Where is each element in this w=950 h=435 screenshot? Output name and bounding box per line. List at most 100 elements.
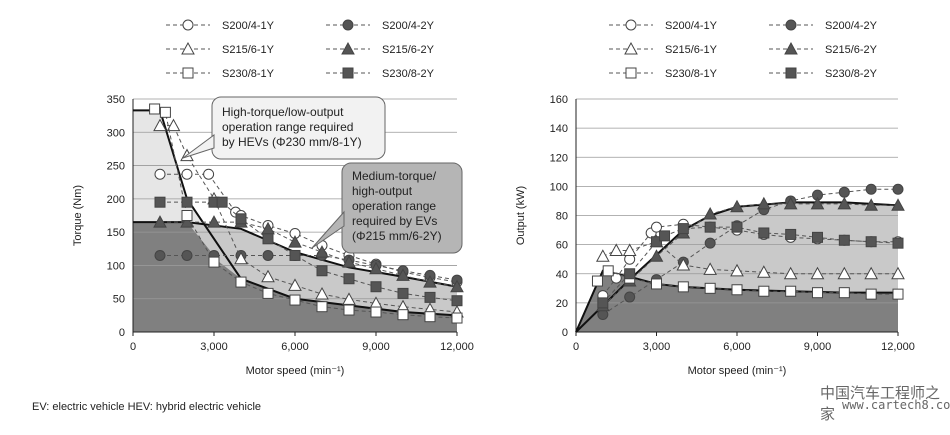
y-tick-label: 80 — [556, 211, 568, 223]
data-point — [703, 206, 718, 220]
series-line — [160, 221, 458, 288]
overlap-area — [133, 222, 457, 332]
data-point — [451, 295, 463, 307]
ev-range-boundary — [575, 201, 899, 333]
legend-marker — [785, 67, 797, 79]
series-S230-8-2Y — [597, 221, 904, 309]
data-point — [677, 281, 689, 293]
data-point — [891, 198, 905, 211]
legend-label: S200/4-1Y — [222, 20, 275, 32]
legend-marker — [342, 67, 354, 79]
data-point — [343, 304, 355, 316]
x-axis-label: Motor speed (min⁻¹) — [246, 365, 345, 377]
legend-label: S215/6-1Y — [222, 44, 275, 56]
legend-marker — [625, 19, 637, 31]
x-tick-label: 9,000 — [804, 341, 832, 353]
annotation-line: High-torque/low-output — [222, 105, 344, 119]
data-point — [234, 251, 248, 265]
x-tick-label: 0 — [130, 341, 136, 353]
data-point — [651, 236, 662, 248]
x-tick-label: 3,000 — [200, 341, 228, 353]
data-point — [676, 257, 691, 271]
legend: S200/4-1Y S200/4-2Y S215/6-1Y S215/6-2Y S230… — [609, 19, 878, 80]
legend-label: S230/8-1Y — [222, 68, 275, 80]
data-point — [756, 265, 771, 278]
x-tick-label: 6,000 — [723, 341, 751, 353]
data-point — [865, 183, 877, 195]
data-point — [677, 223, 689, 235]
data-point — [810, 266, 825, 280]
data-point — [812, 231, 823, 243]
y-axis-label: Torque (Nm) — [72, 185, 84, 246]
data-point — [288, 278, 302, 291]
annotation-hev: High-torque/low-output operation range re… — [182, 96, 386, 160]
data-point — [342, 292, 356, 305]
data-point — [651, 221, 662, 233]
data-point — [262, 287, 274, 299]
data-point — [651, 278, 662, 290]
data-point — [602, 265, 614, 277]
data-point — [154, 196, 166, 208]
data-point — [316, 301, 328, 313]
x-tick-label: 3,000 — [643, 341, 671, 353]
legend-label: S230/8-1Y — [665, 68, 718, 80]
annotation-box — [341, 162, 463, 254]
series-S230-8-1Y — [149, 103, 463, 324]
data-point — [370, 281, 382, 293]
data-point — [154, 249, 166, 261]
annotation-line: Medium-torque/ — [352, 169, 437, 183]
data-point — [624, 291, 636, 303]
data-point — [216, 196, 228, 208]
legend-label: S230/8-2Y — [382, 68, 435, 80]
data-point — [370, 306, 382, 318]
data-point — [316, 265, 328, 277]
data-point — [262, 233, 274, 245]
y-tick-label: 40 — [556, 269, 568, 281]
data-point — [891, 266, 905, 280]
y-tick-label: 0 — [562, 327, 568, 339]
data-point — [288, 235, 302, 248]
data-point — [262, 249, 274, 261]
watermark-url: www.cartech8.com — [842, 398, 950, 412]
data-point — [812, 287, 823, 299]
annotation-box — [211, 96, 386, 160]
data-point — [892, 237, 904, 249]
data-point — [396, 268, 410, 281]
x-tick-label: 12,000 — [881, 341, 915, 353]
y-tick-label: 250 — [107, 161, 125, 173]
data-point — [624, 268, 636, 280]
legend-label: S200/4-1Y — [665, 20, 718, 32]
series-S230-8-2Y — [154, 196, 463, 307]
legend-marker — [342, 19, 354, 31]
legend-label: S230/8-2Y — [825, 68, 878, 80]
y-tick-label: 50 — [113, 294, 125, 306]
annotation-line: by HEVs (Φ230 mm/8-1Y) — [222, 135, 362, 149]
annotation-text: High-torque/low-output operation range re… — [222, 105, 362, 149]
data-point — [315, 287, 329, 300]
data-point — [153, 118, 167, 132]
legend-label: S200/4-2Y — [382, 20, 435, 32]
y-tick-label: 200 — [107, 194, 125, 206]
legend-marker — [625, 67, 637, 79]
data-point — [289, 294, 301, 306]
y-tick-label: 300 — [107, 127, 125, 139]
data-point — [154, 168, 166, 180]
data-point — [315, 245, 329, 258]
legend-marker — [785, 19, 797, 31]
legend-marker — [341, 41, 355, 55]
y-tick-label: 20 — [556, 298, 568, 310]
data-point — [837, 196, 852, 210]
x-tick-label: 9,000 — [362, 341, 390, 353]
series-S215-6-2Y — [153, 215, 464, 293]
y-tick-label: 100 — [107, 260, 125, 272]
data-point — [261, 269, 275, 283]
annotation-text: Medium-torque/high-output operation range… — [352, 169, 442, 243]
annotation-line: operation range required — [222, 120, 353, 134]
data-point — [622, 243, 637, 256]
data-point — [785, 285, 797, 297]
data-point — [181, 168, 193, 180]
data-point — [181, 196, 193, 208]
y-tick-label: 140 — [550, 123, 568, 135]
data-point — [730, 263, 744, 277]
